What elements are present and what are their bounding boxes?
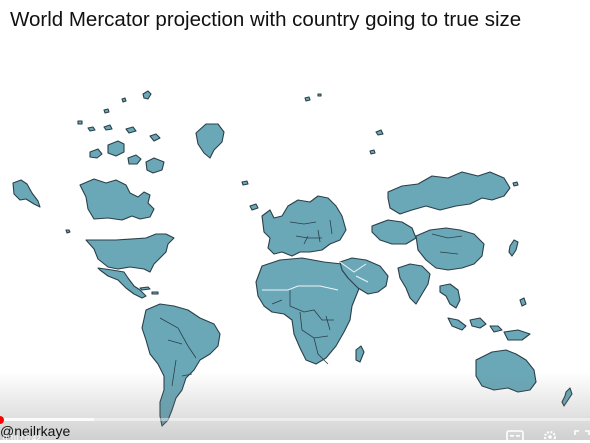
arctic-islands — [65, 90, 519, 234]
player-controls-gradient — [0, 372, 590, 440]
progress-buffered — [0, 418, 95, 421]
madagascar — [355, 345, 365, 363]
china — [415, 227, 485, 271]
south-america — [141, 303, 221, 427]
greenland — [195, 123, 225, 159]
channel-handle[interactable]: @neilrkaye — [0, 423, 71, 439]
southeast-asia — [439, 283, 461, 309]
usa — [85, 233, 175, 273]
subtitles-button[interactable] — [506, 430, 524, 442]
mexico — [97, 267, 147, 299]
middle-east — [339, 257, 389, 295]
russia — [387, 171, 511, 215]
video-title: World Mercator projection with country g… — [10, 8, 522, 31]
fullscreen-icon — [574, 430, 590, 435]
new-zealand — [561, 387, 573, 407]
australia — [475, 349, 537, 393]
india — [397, 263, 431, 305]
canada — [79, 178, 155, 221]
central-asia — [371, 219, 417, 245]
time-display: 0:10 / 0:42 — [3, 434, 41, 443]
subtitles-icon — [506, 430, 524, 442]
scrubber-handle[interactable] — [0, 416, 4, 424]
fullscreen-button[interactable] — [574, 430, 590, 442]
settings-icon — [544, 431, 556, 442]
indonesia — [447, 297, 531, 341]
caribbean-islands — [139, 286, 159, 295]
alaska — [12, 179, 41, 208]
europe — [261, 195, 347, 257]
settings-button[interactable] — [541, 430, 559, 442]
iceland — [249, 203, 259, 211]
progress-bar[interactable] — [0, 418, 590, 421]
japan — [508, 239, 519, 257]
